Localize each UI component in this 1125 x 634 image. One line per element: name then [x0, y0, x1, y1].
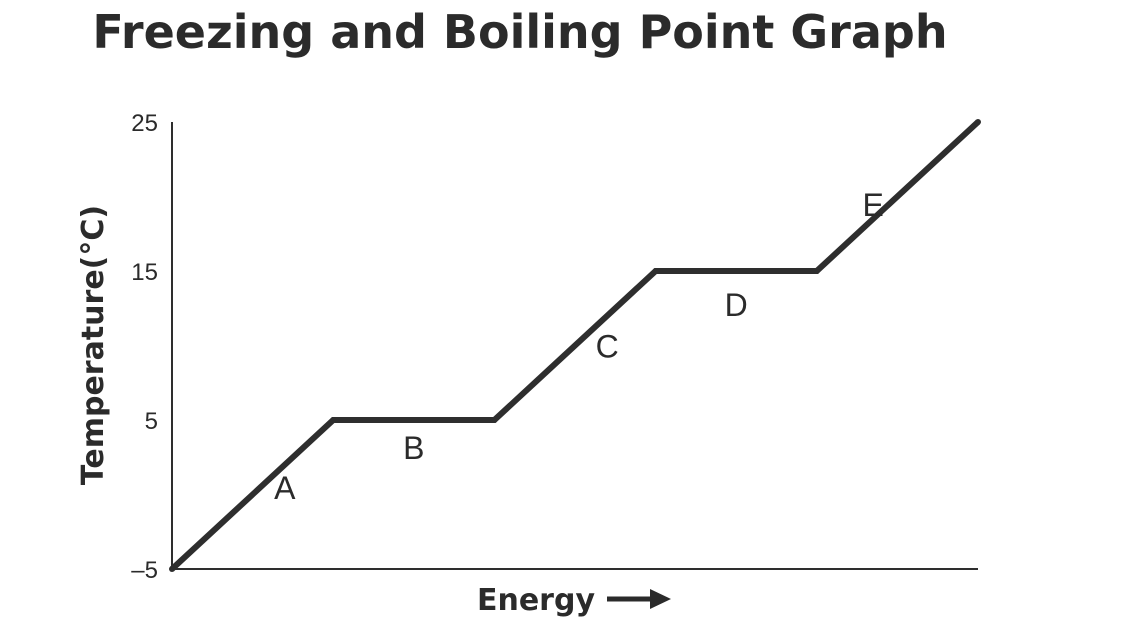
temperature-energy-line: [169, 119, 981, 572]
segment-label: E: [863, 187, 884, 223]
data-point: [491, 417, 498, 423]
data-points: [169, 119, 981, 572]
y-tick-labels: –5 5 15 25: [131, 110, 158, 584]
segment-label: A: [274, 470, 296, 506]
segment-label: D: [725, 287, 748, 323]
segment-labels: A B C D E: [274, 187, 884, 506]
x-axis-arrow-icon: [607, 589, 671, 609]
y-tick-label: –5: [131, 557, 158, 584]
segment-label: B: [403, 430, 424, 466]
y-tick-label: 25: [131, 110, 158, 137]
y-tick-label: 5: [145, 408, 158, 435]
data-point: [975, 119, 981, 125]
data-point: [330, 417, 337, 423]
data-point: [813, 268, 820, 274]
y-tick-label: 15: [131, 259, 158, 286]
x-axis-title: Energy: [477, 583, 595, 618]
chart-title: Freezing and Boiling Point Graph: [92, 5, 947, 59]
data-point: [169, 566, 175, 572]
y-axis-title: Temperature(°C): [76, 205, 111, 485]
data-point: [652, 268, 659, 274]
segment-label: C: [596, 329, 619, 365]
